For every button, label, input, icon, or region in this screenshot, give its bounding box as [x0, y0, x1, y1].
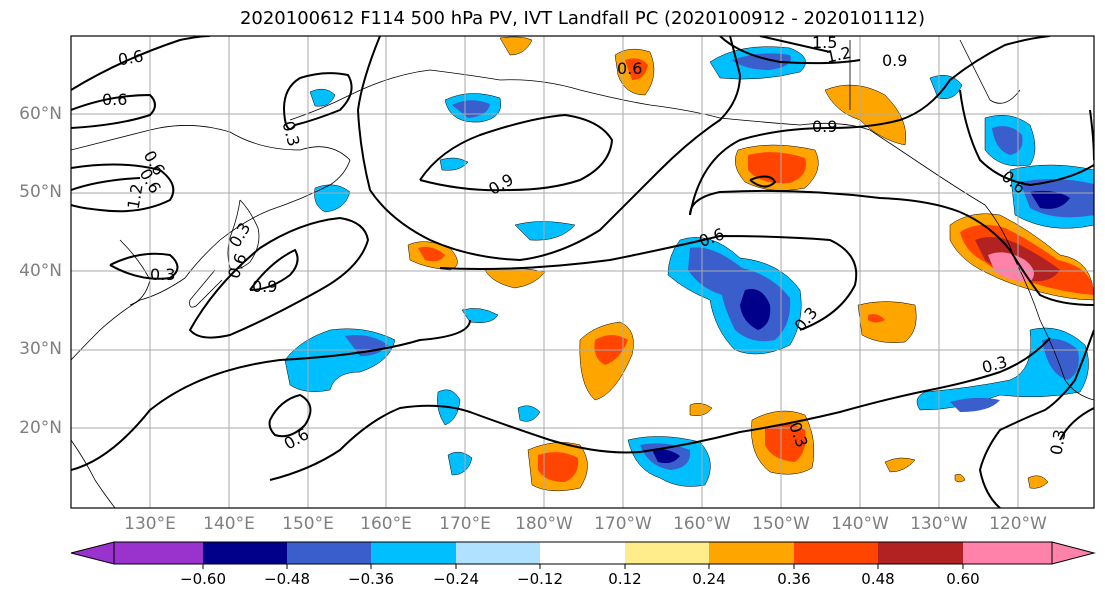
colorbar-bin [456, 542, 540, 564]
colorbar-bin [540, 542, 625, 564]
negative-patch [950, 397, 1000, 412]
negative-patch [517, 405, 541, 422]
lon-label: 120°W [989, 514, 1047, 534]
lat-label: 20°N [19, 418, 62, 438]
positive-patch [884, 457, 916, 473]
lon-label: 150°E [282, 514, 334, 534]
positive-patch [857, 301, 917, 343]
positive-patch [765, 423, 806, 462]
lat-label: 40°N [19, 261, 62, 281]
contour-label: 0.6 [617, 59, 642, 78]
lat-label: 30°N [19, 339, 62, 359]
colorbar-tick-label: 0.36 [777, 570, 811, 588]
colorbar-tick-label: 0.60 [946, 570, 980, 588]
positive-patch [689, 402, 713, 416]
positive-patch [988, 252, 1034, 282]
contour-label: 0.6 [102, 90, 127, 109]
contour-label: 0.3 [980, 352, 1010, 377]
graticule [71, 36, 1094, 508]
lon-label: 130°W [910, 514, 968, 534]
lon-label: 160°E [360, 514, 412, 534]
lon-label: 140°E [203, 514, 255, 534]
negative-patch [447, 451, 473, 476]
contour-label: 0.3 [225, 219, 254, 251]
colorbar-bin [709, 542, 794, 564]
colorbar-bin [114, 542, 203, 564]
negative-patch [652, 449, 680, 464]
lon-label: 170°W [594, 514, 652, 534]
positive-patch [868, 314, 885, 323]
negative-patch [314, 184, 351, 213]
colorbar-bin [625, 542, 709, 564]
positive-patch [418, 246, 445, 262]
contour-label: 0.9 [252, 277, 277, 296]
positive-patch [824, 84, 907, 146]
positive-patch [954, 473, 966, 483]
colorbar-high-extension [1051, 541, 1096, 565]
negative-patch [461, 308, 499, 323]
contour-label: 1.5 [812, 33, 837, 52]
contour-label: 0.9 [485, 170, 517, 199]
colorbar-tick-label: 0.12 [608, 570, 642, 588]
negative-patch [284, 328, 396, 392]
colorbar-bin [203, 542, 287, 564]
pv-contours [71, 36, 1094, 508]
negative-patch [514, 221, 576, 241]
positive-patch [625, 58, 648, 80]
colorbar [70, 541, 1096, 569]
lat-label: 50°N [19, 182, 62, 202]
lon-label: 180°W [515, 514, 573, 534]
colorbar-tick-label: −0.36 [348, 570, 394, 588]
positive-patch [538, 452, 579, 482]
negative-patch [992, 126, 1023, 155]
lon-label: 170°E [439, 514, 491, 534]
lon-label: 150°W [752, 514, 810, 534]
colorbar-bin [963, 542, 1052, 564]
colorbar-bin [878, 542, 963, 564]
lon-label: 160°W [673, 514, 731, 534]
negative-patch [1030, 190, 1070, 209]
contour-label: 0.9 [812, 117, 837, 136]
contour-label: 0.6 [281, 424, 313, 453]
colorbar-bin [794, 542, 878, 564]
lon-label: 130°E [124, 514, 176, 534]
lon-label: 140°W [831, 514, 889, 534]
negative-patch [740, 289, 771, 330]
colorbar-tick-label: −0.48 [264, 570, 310, 588]
colorbar-tick-label: −0.60 [180, 570, 226, 588]
negative-patch [1042, 338, 1079, 380]
negative-patch [439, 157, 469, 171]
contour-label: 1.2 [824, 43, 853, 67]
contour-label: 0.3 [1046, 428, 1069, 456]
colorbar-bin [287, 542, 371, 564]
colorbar-bin [371, 542, 456, 564]
contour-label: 0.3 [150, 265, 175, 284]
colorbar-tick-label: 0.24 [692, 570, 726, 588]
map-frame [70, 35, 1095, 509]
colorbar-tick-label: −0.24 [433, 570, 479, 588]
contour-label: 1.2 [124, 182, 147, 210]
positive-patch [1027, 475, 1049, 489]
lat-label: 60°N [19, 104, 62, 124]
contour-label: 0.6 [116, 46, 144, 69]
colorbar-tick-label: −0.12 [517, 570, 563, 588]
colorbar-low-extension [70, 541, 115, 565]
positive-patch [748, 152, 806, 184]
negative-patch [309, 88, 336, 107]
colorbar-tick-label: 0.48 [861, 570, 895, 588]
negative-patch [732, 53, 791, 70]
map-title: 2020100612 F114 500 hPa PV, IVT Landfall… [239, 8, 926, 29]
positive-patch [499, 36, 533, 56]
contour-label: 0.9 [882, 51, 907, 70]
